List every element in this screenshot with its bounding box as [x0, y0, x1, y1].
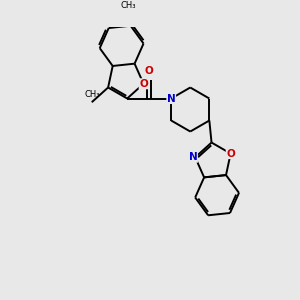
Text: O: O: [139, 79, 148, 89]
Text: N: N: [189, 152, 197, 162]
Text: O: O: [145, 66, 154, 76]
Text: O: O: [226, 148, 235, 158]
Text: CH₃: CH₃: [120, 1, 136, 10]
Text: N: N: [167, 94, 176, 103]
Text: CH₃: CH₃: [85, 90, 100, 99]
